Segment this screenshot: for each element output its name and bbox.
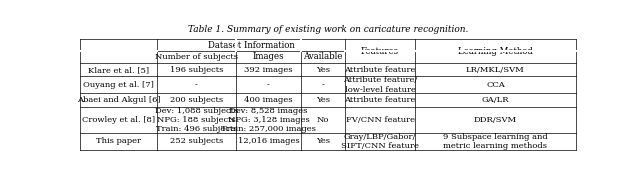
Text: Dev: 1,088 subjects
NPG: 188 subjects
Train: 496 subjects: Dev: 1,088 subjects NPG: 188 subjects Tr… — [155, 107, 238, 133]
Text: Dev: 8,528 images
NPG: 3,128 images
Train: 257,000 images: Dev: 8,528 images NPG: 3,128 images Trai… — [221, 107, 316, 133]
Text: FV/CNN feature: FV/CNN feature — [346, 116, 415, 124]
Text: Yes: Yes — [316, 66, 330, 74]
Text: CCA: CCA — [486, 81, 505, 89]
Text: Available: Available — [303, 52, 343, 61]
Text: 196 subjects: 196 subjects — [170, 66, 223, 74]
Text: Attribute feature: Attribute feature — [344, 66, 416, 74]
Text: Abaei and Akgul [6]: Abaei and Akgul [6] — [77, 96, 160, 104]
Text: DDR/SVM: DDR/SVM — [474, 116, 517, 124]
Text: 400 images: 400 images — [244, 96, 292, 104]
Text: No: No — [317, 116, 329, 124]
Text: Ouyang et al. [7]: Ouyang et al. [7] — [83, 81, 154, 89]
Text: 9 Subspace learning and
metric learning methods: 9 Subspace learning and metric learning … — [443, 133, 548, 150]
Text: 12,016 images: 12,016 images — [237, 138, 300, 145]
Text: Yes: Yes — [316, 96, 330, 104]
Text: -: - — [195, 81, 198, 89]
Text: Crowley et al. [8]: Crowley et al. [8] — [82, 116, 155, 124]
Text: 200 subjects: 200 subjects — [170, 96, 223, 104]
Text: 252 subjects: 252 subjects — [170, 138, 223, 145]
Text: Attribute feature/
low-level feature: Attribute feature/ low-level feature — [343, 76, 417, 94]
Text: Yes: Yes — [316, 138, 330, 145]
Text: -: - — [322, 81, 324, 89]
Text: Dataset Information: Dataset Information — [208, 40, 294, 49]
Text: 392 images: 392 images — [244, 66, 292, 74]
Text: GA/LR: GA/LR — [482, 96, 509, 104]
Text: Images: Images — [253, 52, 284, 61]
Text: Gray/LBP/Gabor/
SIFT/CNN feature: Gray/LBP/Gabor/ SIFT/CNN feature — [341, 133, 419, 150]
Text: Learning Method: Learning Method — [458, 47, 533, 56]
Text: -: - — [267, 81, 270, 89]
Text: Number of subjects: Number of subjects — [155, 53, 238, 61]
Text: Attribute feature: Attribute feature — [344, 96, 416, 104]
Text: Table 1. Summary of existing work on caricature recognition.: Table 1. Summary of existing work on car… — [188, 25, 468, 34]
Text: Features: Features — [361, 47, 399, 56]
Text: Klare et al. [5]: Klare et al. [5] — [88, 66, 149, 74]
Text: LR/MKL/SVM: LR/MKL/SVM — [466, 66, 525, 74]
Text: This paper: This paper — [96, 138, 141, 145]
